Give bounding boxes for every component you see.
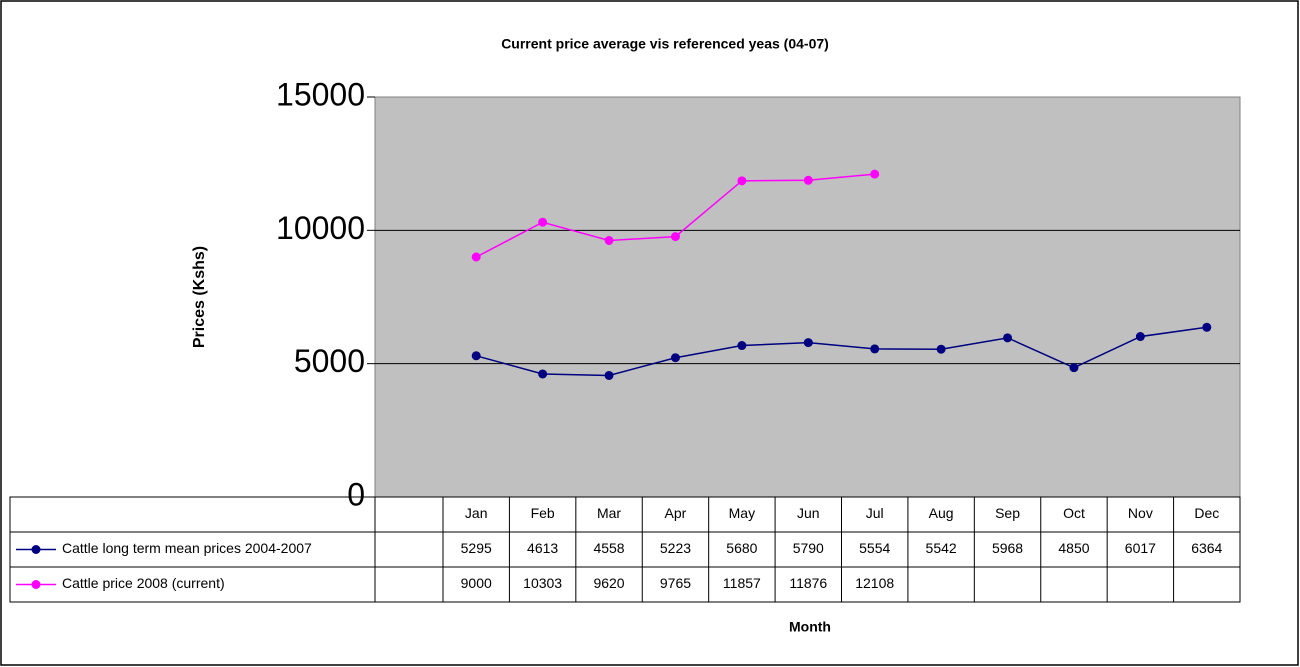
table-value: 10303 [523, 575, 562, 591]
data-point [737, 341, 747, 351]
table-value: 12108 [855, 575, 894, 591]
data-point [604, 370, 614, 380]
data-point [471, 252, 481, 262]
data-point [670, 232, 680, 242]
legend-label: Cattle long term mean prices 2004-2007 [62, 540, 312, 556]
x-tick-label: Dec [1194, 505, 1219, 521]
data-point [737, 176, 747, 186]
legend-label: Cattle price 2008 (current) [62, 575, 225, 591]
table-value: 6017 [1125, 540, 1156, 556]
x-tick-label: Sep [995, 505, 1020, 521]
table-value: 4558 [593, 540, 624, 556]
table-value: 9000 [461, 575, 492, 591]
data-point [538, 217, 548, 227]
table-value: 5223 [660, 540, 691, 556]
legend-key-marker [31, 545, 41, 554]
data-point [538, 369, 548, 379]
y-tick-label: 15000 [276, 76, 365, 112]
data-point [936, 344, 946, 354]
data-point [471, 351, 481, 361]
table-value: 5542 [926, 540, 957, 556]
data-point [670, 353, 680, 363]
x-tick-label: Oct [1063, 505, 1085, 521]
data-point [803, 175, 813, 185]
table-value: 9620 [593, 575, 624, 591]
table-value: 5680 [726, 540, 757, 556]
x-tick-label: Feb [531, 505, 555, 521]
x-axis-label: Month [789, 619, 831, 635]
table-value: 4613 [527, 540, 558, 556]
table-value: 11857 [723, 575, 761, 591]
data-point [1202, 322, 1212, 332]
plot-area [374, 96, 1241, 498]
x-tick-label: Apr [665, 505, 687, 521]
table-value: 5295 [461, 540, 492, 556]
y-tick-label: 5000 [294, 343, 365, 379]
data-point [803, 338, 813, 348]
data-point [604, 235, 614, 245]
x-tick-label: Jun [797, 505, 820, 521]
data-point [1003, 333, 1013, 343]
chart-title: Current price average vis referenced yea… [501, 36, 829, 52]
table-value: 6364 [1191, 540, 1222, 556]
legend-key-marker [31, 580, 41, 589]
x-tick-label: Jul [866, 505, 884, 521]
x-tick-label: Jan [465, 505, 488, 521]
y-tick-label: 0 [347, 476, 365, 512]
table-value: 11876 [789, 575, 827, 591]
data-point [1135, 332, 1145, 342]
y-tick-label: 10000 [276, 210, 365, 246]
data-point [870, 344, 880, 354]
x-tick-label: Aug [929, 505, 954, 521]
x-tick-label: Nov [1128, 505, 1153, 521]
y-axis-label: Prices (Kshs) [191, 246, 208, 348]
series-line [476, 326, 1207, 377]
table-value: 5790 [793, 540, 824, 556]
table-value: 5554 [859, 540, 890, 556]
table-value: 9765 [660, 575, 691, 591]
x-tick-label: May [729, 505, 755, 521]
data-point [1069, 363, 1079, 373]
table-value: 5968 [992, 540, 1023, 556]
data-point [870, 169, 880, 179]
table-value: 4850 [1058, 540, 1089, 556]
x-tick-label: Mar [597, 505, 621, 521]
